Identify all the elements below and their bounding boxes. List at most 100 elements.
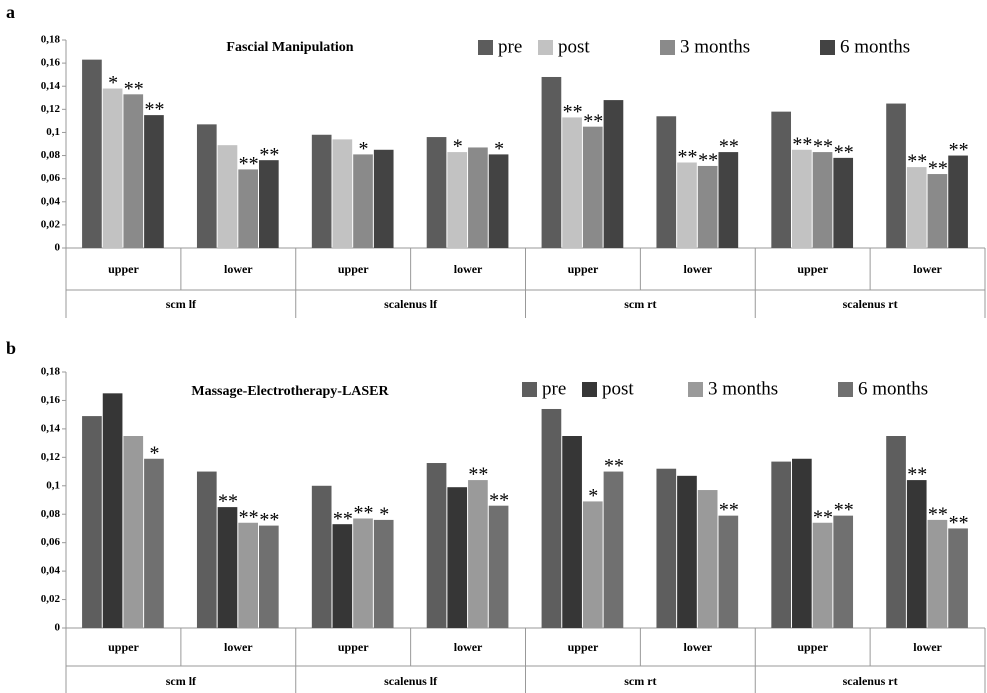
bar <box>353 518 373 628</box>
significance-label: ** <box>907 151 927 173</box>
bar <box>353 154 373 248</box>
y-tick-label: 0,02 <box>41 593 61 605</box>
y-tick-label: 0,16 <box>41 57 61 69</box>
y-tick-label: 0,04 <box>41 195 61 207</box>
group-label: scm lf <box>166 674 197 688</box>
x-tick-label: lower <box>224 640 253 654</box>
bar <box>144 115 164 248</box>
chart-title: Massage-Electrotherapy-LASER <box>191 384 389 399</box>
bar <box>373 519 394 628</box>
chart-title: Fascial Manipulation <box>226 40 353 55</box>
bar <box>373 149 394 248</box>
bar <box>447 152 468 248</box>
significance-label: ** <box>604 455 624 477</box>
bar <box>603 100 624 248</box>
legend-label: 6 months <box>858 378 928 399</box>
panel-label: b <box>6 338 16 358</box>
y-tick-label: 0,18 <box>41 34 61 46</box>
group-label: scalenus lf <box>384 674 438 688</box>
bar <box>906 167 927 248</box>
bar <box>311 485 332 628</box>
legend-label: 3 months <box>708 378 778 399</box>
y-tick-label: 0,14 <box>41 422 61 434</box>
significance-label: * <box>359 138 369 160</box>
significance-label: ** <box>259 144 279 166</box>
significance-label: * <box>108 72 118 94</box>
legend-swatch <box>838 382 853 397</box>
bar <box>656 116 677 249</box>
bar <box>697 490 718 628</box>
y-tick-label: 0,08 <box>41 508 61 520</box>
y-tick-label: 0,12 <box>41 103 61 115</box>
legend-swatch <box>688 382 703 397</box>
legend-swatch <box>522 382 537 397</box>
bar <box>332 139 353 248</box>
bar <box>948 155 968 248</box>
legend-label: 3 months <box>680 36 750 57</box>
bar <box>102 393 123 628</box>
y-tick-label: 0,06 <box>41 172 61 184</box>
bar <box>886 436 906 628</box>
bar <box>468 147 488 248</box>
bar <box>82 59 102 249</box>
x-tick-label: lower <box>683 262 712 276</box>
bar <box>102 88 123 249</box>
y-tick-label: 0,1 <box>46 479 60 491</box>
bar <box>258 525 279 628</box>
significance-label: ** <box>468 464 488 486</box>
bar <box>812 152 833 248</box>
y-tick-label: 0,12 <box>41 451 61 463</box>
bar <box>582 501 603 628</box>
legend-label: pre <box>498 36 522 57</box>
significance-label: * <box>453 136 463 158</box>
bar <box>541 76 562 248</box>
significance-label: ** <box>928 158 948 180</box>
x-tick-label: lower <box>454 262 483 276</box>
significance-label: ** <box>813 136 833 158</box>
x-tick-label: upper <box>797 262 828 276</box>
bar <box>812 522 833 628</box>
bar <box>238 522 258 628</box>
legend-label: post <box>602 378 634 399</box>
legend-label: pre <box>542 378 566 399</box>
legend-label: 6 months <box>840 36 910 57</box>
bar <box>258 160 279 248</box>
bar <box>833 157 854 248</box>
bar <box>656 468 677 628</box>
significance-label: ** <box>907 464 927 486</box>
x-tick-label: lower <box>683 640 712 654</box>
x-tick-label: upper <box>568 262 599 276</box>
bar <box>677 162 697 248</box>
significance-label: ** <box>354 502 374 524</box>
bar <box>718 515 739 628</box>
x-tick-label: lower <box>913 262 942 276</box>
group-label: scm rt <box>624 674 656 688</box>
x-tick-label: upper <box>108 262 139 276</box>
bar <box>906 480 927 628</box>
significance-label: * <box>494 138 504 160</box>
significance-label: ** <box>124 78 144 100</box>
significance-label: ** <box>719 136 739 158</box>
x-tick-label: upper <box>338 262 369 276</box>
bar <box>488 154 509 248</box>
bar <box>833 515 854 628</box>
significance-label: ** <box>949 512 969 534</box>
y-tick-label: 0,06 <box>41 536 61 548</box>
bar <box>82 416 102 628</box>
bar <box>718 152 739 248</box>
bar <box>217 145 238 248</box>
bar <box>562 436 582 628</box>
y-tick-label: 0,1 <box>46 126 60 138</box>
bar <box>792 149 812 248</box>
y-tick-label: 0 <box>55 242 61 254</box>
significance-label: ** <box>583 110 603 132</box>
y-tick-label: 0,04 <box>41 565 61 577</box>
bar <box>792 458 812 628</box>
bar <box>426 137 447 248</box>
bar <box>582 126 603 248</box>
significance-label: * <box>379 504 389 526</box>
significance-label: ** <box>719 499 739 521</box>
significance-label: ** <box>259 509 279 531</box>
bar <box>697 165 718 248</box>
